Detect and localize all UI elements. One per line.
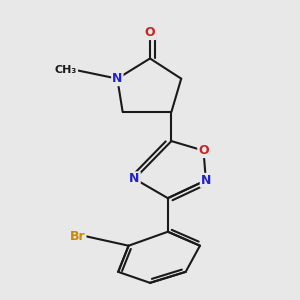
Text: N: N [201,174,211,187]
Text: O: O [145,26,155,39]
Text: N: N [129,172,140,185]
Text: Br: Br [70,230,86,243]
Text: N: N [112,72,122,85]
Text: CH₃: CH₃ [55,65,77,75]
Text: O: O [198,144,209,157]
